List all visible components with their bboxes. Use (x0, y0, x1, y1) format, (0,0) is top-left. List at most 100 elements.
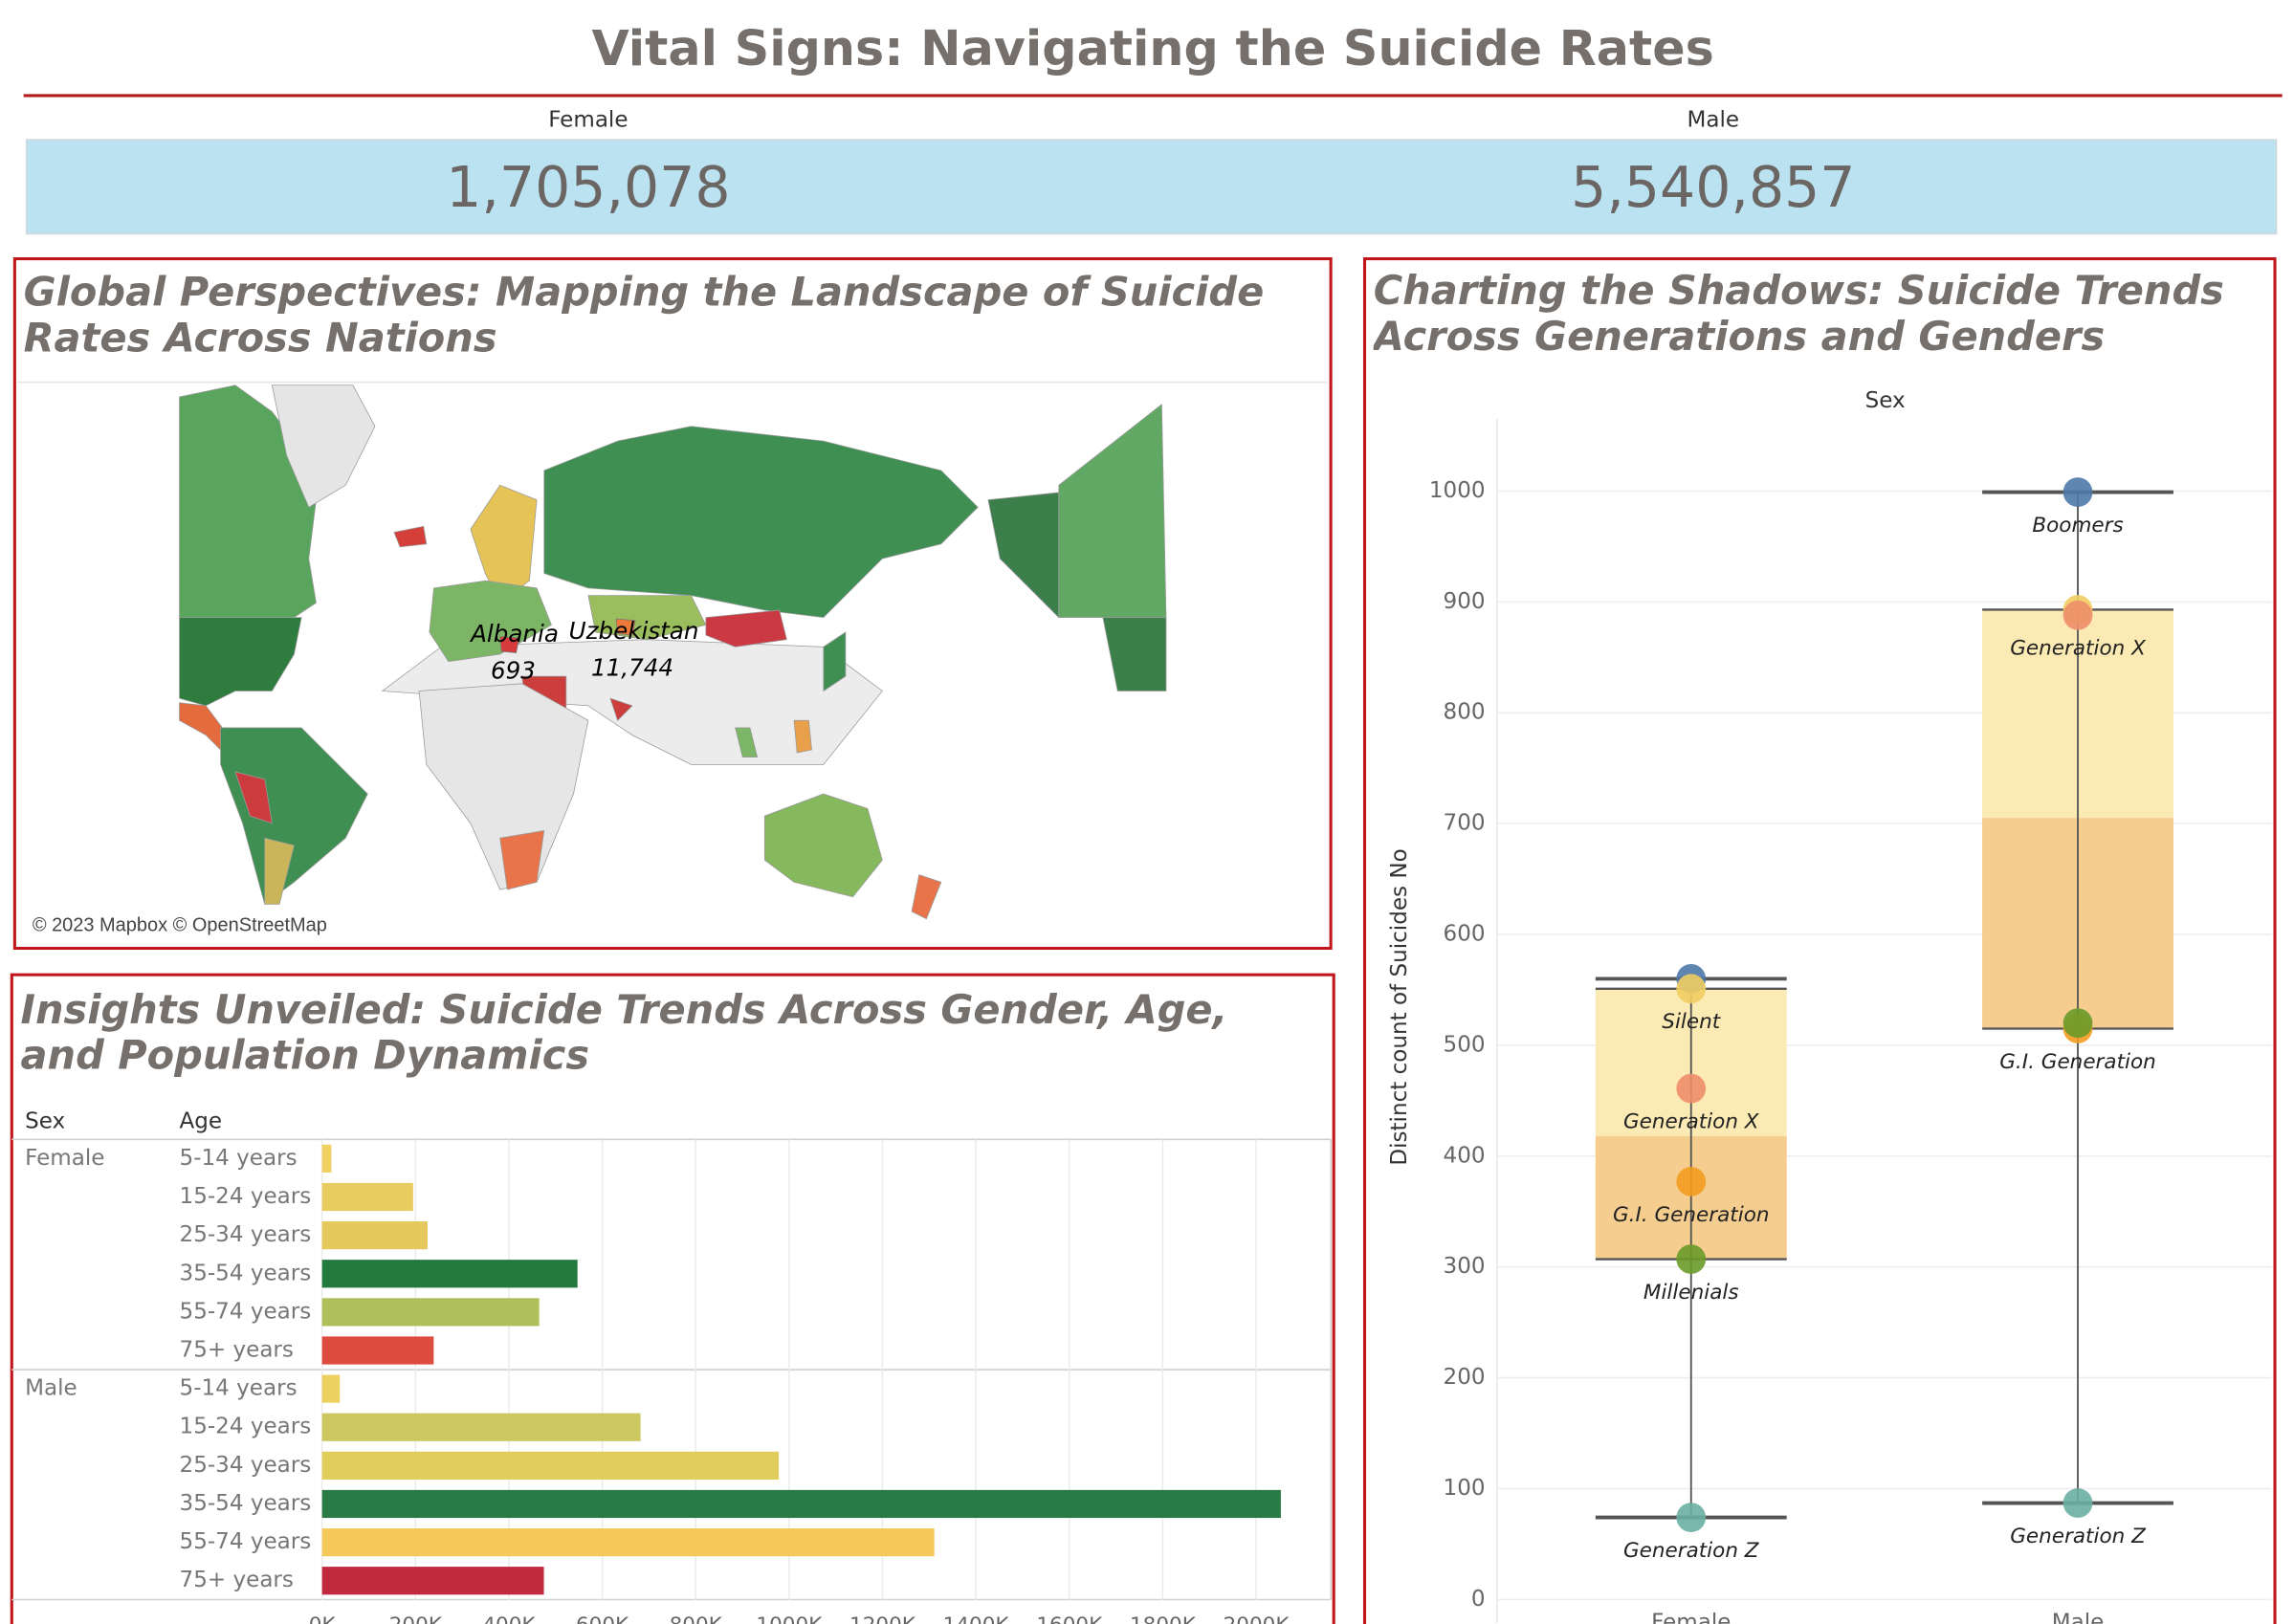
dot-label: Generation X (2010, 637, 2147, 661)
dot (1676, 1073, 1707, 1104)
panel-title: Insights Unveiled: Suicide Trends Across… (20, 988, 1228, 1080)
dot (2062, 477, 2093, 507)
x-tick-label: 1200K (849, 1613, 916, 1624)
bar (321, 1336, 434, 1365)
bar (321, 1374, 341, 1403)
row-label: 35-54 years (180, 1261, 312, 1285)
map-label: Albania (469, 620, 559, 647)
kpi-header: Male (1687, 108, 1740, 133)
y-tick-label: 900 (1444, 589, 1486, 614)
x-tick-label: Female (1651, 1611, 1731, 1624)
y-tick-label: 800 (1444, 700, 1486, 725)
bar (321, 1221, 428, 1250)
x-tick-label: 200K (389, 1613, 443, 1624)
country-highlight (499, 636, 520, 653)
row-label: 15-24 years (180, 1415, 312, 1439)
map-panel: Global Perspectives: Mapping the Landsca… (12, 257, 1333, 951)
row-label: 75+ years (180, 1568, 294, 1592)
x-tick-label: 2000K (1224, 1613, 1290, 1624)
row-label: 55-74 years (180, 1299, 312, 1324)
dot (1676, 974, 1707, 1004)
dot-label: G.I. Generation (1999, 1050, 2156, 1074)
row-label: 15-24 years (180, 1184, 312, 1209)
country-shape (234, 771, 273, 824)
map-land (179, 384, 1167, 920)
country-shape (381, 639, 883, 765)
panel-title: Global Perspectives: Mapping the Landsca… (23, 270, 1265, 362)
column-header: Sex (1865, 388, 1906, 413)
x-tick-label: 0K (309, 1613, 337, 1624)
map-label: Uzbekistan (569, 617, 699, 645)
country-shape (470, 484, 538, 604)
y-tick-label: 400 (1444, 1143, 1486, 1168)
x-tick-label: 1800K (1130, 1613, 1197, 1624)
country-shape (911, 874, 942, 920)
dot (2062, 600, 2093, 630)
row-label: 75+ years (180, 1337, 294, 1362)
row-label: 55-74 years (180, 1529, 312, 1554)
dot (1676, 1503, 1707, 1532)
country-shape (763, 793, 883, 898)
x-tick-label: 1400K (943, 1613, 1010, 1624)
dot (1676, 1167, 1707, 1196)
y-tick-label: 500 (1444, 1032, 1486, 1057)
x-tick-label: Male (2052, 1611, 2105, 1624)
bar (321, 1260, 578, 1288)
map-value-label: 11,744 (591, 653, 673, 681)
bar (321, 1298, 540, 1327)
panel-title-box: Insights Unveiled: Suicide Trends Across… (20, 988, 1228, 1080)
x-tick-label: 600K (576, 1613, 629, 1624)
country-shape (543, 426, 979, 619)
kpi-value: 5,540,857 (1571, 155, 1855, 220)
map-attribution: © 2023 Mapbox © OpenStreetMap (33, 915, 327, 936)
panel-title-box: Charting the Shadows: Suicide Trends Acr… (1373, 269, 2224, 361)
country-shape (705, 609, 787, 647)
row-label: 5-14 years (180, 1146, 298, 1171)
panel-frame (12, 257, 1333, 951)
row-group-label: Female (25, 1146, 104, 1171)
country-shape (179, 617, 302, 707)
bar (321, 1451, 780, 1480)
y-tick-label: 600 (1444, 922, 1486, 947)
dot-label: Generation Z (2010, 1525, 2147, 1548)
country-highlight (615, 618, 636, 636)
row-header: Age (180, 1108, 223, 1133)
y-tick-label: 100 (1444, 1476, 1486, 1501)
country-shape (823, 631, 847, 692)
dot-panel: Charting the Shadows: Suicide Trends Acr… (1362, 257, 2277, 1624)
kpi-header: Female (548, 108, 628, 133)
kpi-value: 1,705,078 (446, 155, 730, 220)
dot-label: Generation X (1623, 1109, 1760, 1133)
row-label: 35-54 years (180, 1491, 312, 1516)
row-group-label: Male (25, 1376, 77, 1401)
kpi-band (25, 139, 2278, 235)
bar (321, 1144, 332, 1173)
row-label: 5-14 years (180, 1376, 298, 1401)
dot-label: Generation Z (1623, 1539, 1760, 1563)
panel-title: Charting the Shadows: Suicide Trends Acr… (1373, 269, 2224, 361)
attribution-bg (23, 911, 365, 941)
country-shape (735, 727, 759, 758)
bar (321, 1567, 544, 1595)
country-shape (264, 837, 295, 905)
country-shape (393, 525, 428, 548)
dot-label: Millenials (1643, 1281, 1739, 1305)
bar (321, 1527, 935, 1557)
dot (2062, 1008, 2093, 1039)
row-header: Sex (25, 1108, 65, 1133)
x-tick-label: 1000K (756, 1613, 823, 1624)
bar (321, 1413, 641, 1441)
dot-label: Silent (1662, 1010, 1721, 1034)
y-tick-label: 200 (1444, 1365, 1486, 1390)
country-shape (220, 727, 368, 906)
y-tick-label: 300 (1444, 1254, 1486, 1279)
country-shape (1058, 403, 1167, 619)
country-shape (499, 830, 545, 890)
x-tick-label: 800K (670, 1613, 723, 1624)
country-shape (1102, 617, 1167, 691)
map-value-label: 693 (491, 657, 536, 685)
y-tick-label: 1000 (1429, 478, 1486, 503)
row-label: 25-34 years (180, 1453, 312, 1478)
country-shape (271, 384, 376, 508)
bar (321, 1489, 1281, 1519)
